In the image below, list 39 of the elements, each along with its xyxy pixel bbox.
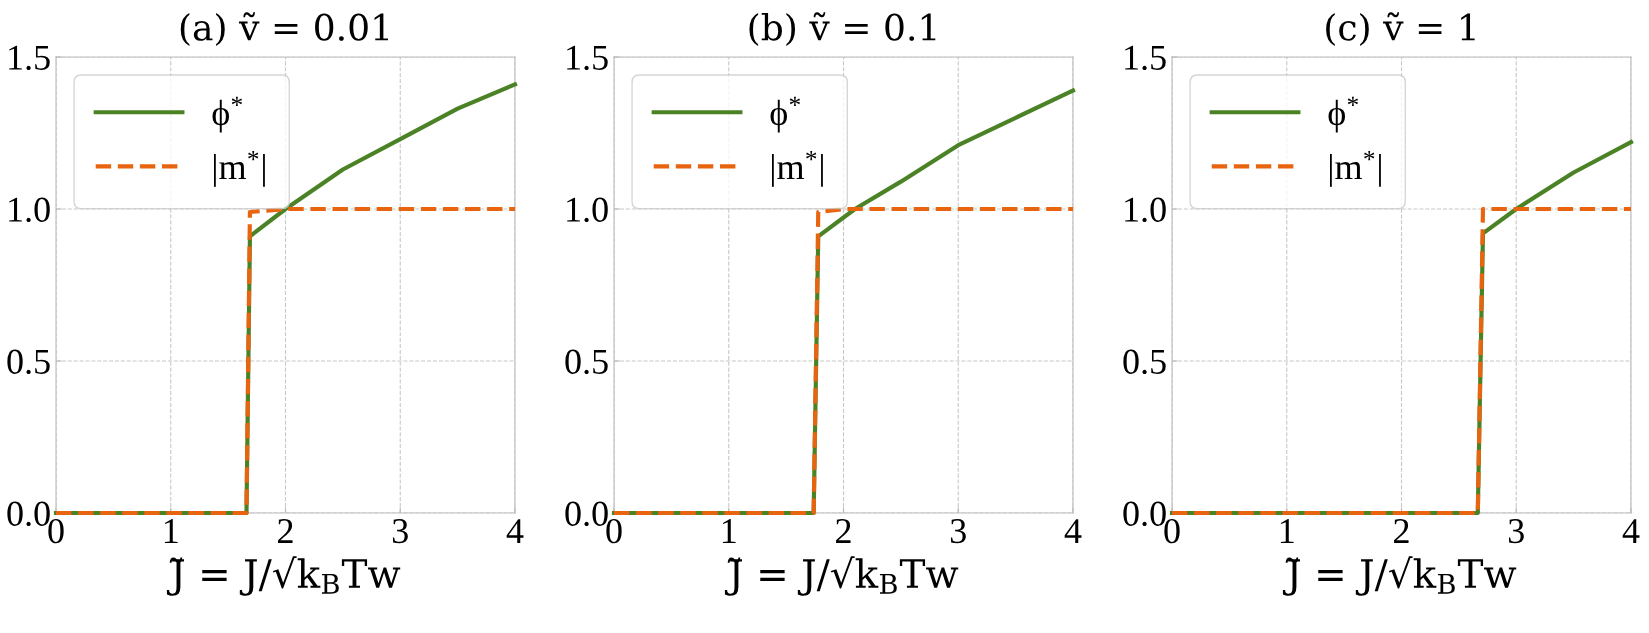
x-tick-label: 4 — [506, 519, 524, 543]
y-tick-label: 0.0 — [7, 501, 50, 527]
chart-title: (b) ṽ = 0.1 — [749, 12, 936, 46]
x-tick-label: 2 — [836, 519, 851, 543]
x-tick-label: 3 — [950, 519, 966, 544]
y-tick-label: 1.0 — [567, 197, 608, 223]
x-tick-label: 0 — [606, 518, 622, 544]
y-tick-label: 0.5 — [565, 349, 608, 375]
y-tick-label: 1.0 — [1125, 197, 1166, 223]
chart-title: (a) ṽ = 0.01 — [180, 12, 388, 46]
y-tick-label: 1.5 — [567, 45, 608, 71]
x-tick-label: 3 — [392, 519, 408, 544]
x-tick-label: 0 — [1164, 518, 1180, 544]
x-tick-label: 4 — [1064, 519, 1082, 543]
x-tick-label: 2 — [1394, 519, 1409, 543]
y-tick-label: 1.5 — [9, 45, 50, 71]
x-tick-label: 1 — [164, 519, 178, 543]
y-tick-label: 0.0 — [1123, 501, 1166, 527]
x-tick-label: 0 — [48, 518, 64, 544]
legend-label: |m$^{*}$| — [213, 150, 265, 187]
x-axis-title: J̃ = J/√k$_{B}$Tw — [166, 556, 401, 596]
y-tick-label: 1.5 — [1125, 45, 1166, 71]
x-tick-label: 3 — [1508, 519, 1524, 544]
y-tick-label: 0.5 — [7, 349, 50, 375]
y-tick-label: 1.0 — [9, 197, 50, 223]
legend-label: ϕ$^{*}$ — [770, 96, 801, 133]
legend-label: |m$^{*}$| — [1329, 150, 1381, 187]
y-tick-label: 0.5 — [1123, 349, 1166, 375]
x-tick-label: 1 — [722, 519, 736, 543]
x-tick-label: 4 — [1622, 519, 1640, 543]
x-axis-title: J̃ = J/√k$_{B}$Tw — [1282, 556, 1517, 596]
x-axis-title: J̃ = J/√k$_{B}$Tw — [724, 556, 959, 596]
legend-label: ϕ$^{*}$ — [1328, 96, 1359, 133]
legend-label: |m$^{*}$| — [771, 150, 823, 187]
chart-title: (c) ṽ = 1 — [1326, 12, 1475, 46]
y-tick-label: 0.0 — [565, 501, 608, 527]
x-tick-label: 2 — [278, 519, 293, 543]
legend-label: ϕ$^{*}$ — [212, 96, 243, 133]
x-tick-label: 1 — [1280, 519, 1294, 543]
